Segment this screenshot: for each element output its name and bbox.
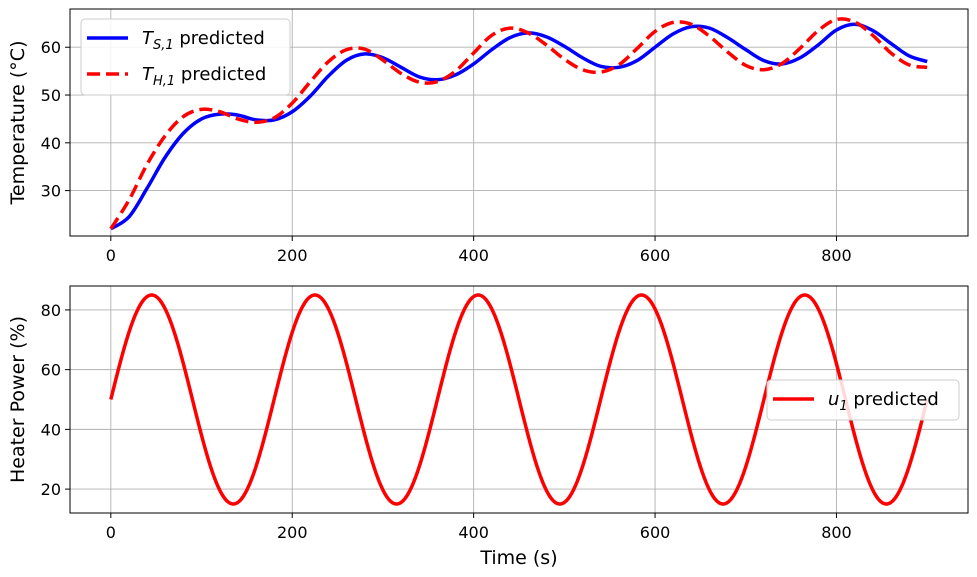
y-axis-label: Temperature (°C) [7, 41, 29, 206]
x-tick-label: 600 [640, 246, 671, 265]
legend: u1 predicted [766, 379, 960, 421]
legend-label: TS,1 predicted [142, 28, 265, 53]
legend-text-rest: predicted [848, 389, 939, 410]
legend-text-rest: predicted [174, 28, 265, 49]
x-tick-label: 400 [458, 246, 489, 265]
x-tick-label: 0 [106, 246, 116, 265]
x-tick-label: 400 [458, 523, 489, 542]
y-tick-label: 40 [41, 420, 61, 439]
y-axis-label: Heater Power (%) [7, 316, 29, 483]
legend-subscript: S,1 [153, 38, 174, 53]
legend-label: TH,1 predicted [142, 64, 266, 89]
y-tick-label: 80 [41, 301, 61, 320]
legend-symbol: T [142, 28, 155, 49]
legend-symbol: T [142, 64, 155, 85]
y-tick-label: 60 [41, 38, 61, 57]
legend-symbol: u [828, 389, 839, 410]
x-tick-label: 0 [106, 523, 116, 542]
plot-frame [69, 8, 969, 237]
y-tick-label: 50 [41, 86, 61, 105]
legend-box [766, 379, 960, 421]
x-tick-label: 200 [277, 523, 308, 542]
x-tick-label: 800 [821, 246, 852, 265]
x-tick-label: 200 [277, 246, 308, 265]
y-tick-label: 20 [41, 480, 61, 499]
plot-frame [69, 285, 969, 514]
x-tick-label: 600 [640, 523, 671, 542]
legend-label: u1 predicted [828, 389, 939, 414]
series-line-t-s1 [109, 22, 928, 231]
legend-subscript: H,1 [153, 74, 175, 89]
y-tick-label: 30 [41, 182, 61, 201]
x-tick-label: 800 [821, 523, 852, 542]
legend-box [80, 18, 291, 96]
heater-power-panel: 0 200 400 600 800 20 40 60 80 Heater Power (%) Tim… [7, 285, 969, 569]
series-line-u-1 [109, 293, 929, 506]
legend-text-rest: predicted [175, 64, 266, 85]
x-axis-label: Time (s) [479, 547, 557, 569]
series-line-t-h1 [109, 17, 928, 230]
legend-subscript: 1 [839, 399, 847, 414]
y-tick-label: 60 [41, 361, 61, 380]
y-tick-label: 40 [41, 134, 61, 153]
